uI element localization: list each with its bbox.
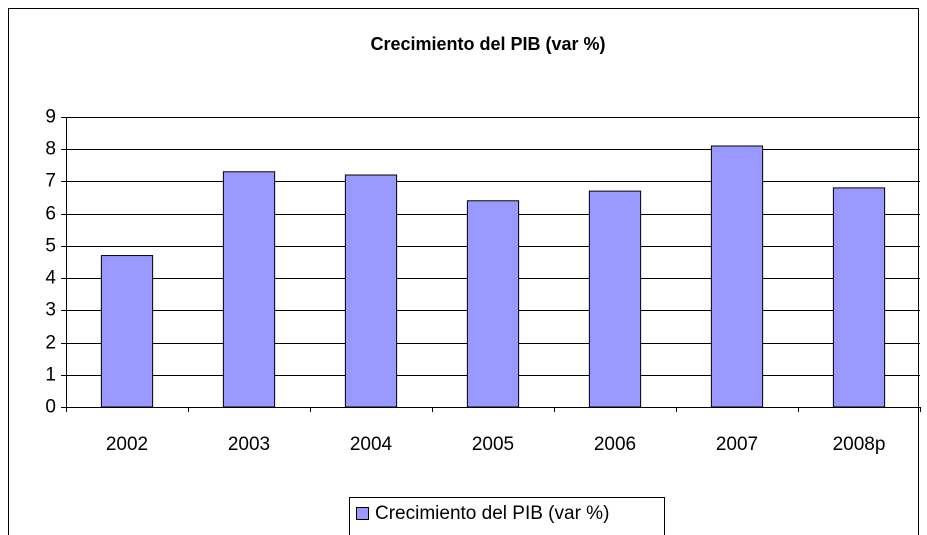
x-tick-label: 2004	[350, 434, 393, 455]
y-tick-label: 3	[45, 300, 56, 321]
bar	[588, 190, 642, 408]
legend-label: Crecimiento del PIB (var %)	[375, 503, 609, 524]
x-tick-label: 2008p	[833, 434, 886, 455]
y-tick-label: 2	[45, 333, 56, 354]
x-tick-label: 2002	[106, 434, 148, 455]
y-tick-label: 7	[45, 171, 56, 192]
y-tick-label: 4	[45, 268, 56, 289]
x-tick-label: 2005	[472, 434, 514, 455]
y-tick-label: 1	[45, 365, 56, 386]
legend-box	[349, 497, 665, 535]
y-tick-label: 5	[45, 236, 56, 257]
chart-title: Crecimiento del PIB (var %)	[370, 34, 605, 54]
y-tick-label: 9	[45, 107, 56, 128]
chart-border	[8, 8, 919, 535]
bar	[100, 255, 154, 408]
y-tick-label: 8	[45, 139, 56, 160]
y-tick-label: 0	[45, 397, 56, 418]
bar	[344, 174, 398, 408]
bar	[222, 171, 276, 408]
legend-swatch	[356, 507, 369, 520]
x-tick-label: 2006	[594, 434, 636, 455]
bar	[832, 187, 886, 408]
y-tick-label: 6	[45, 204, 56, 225]
x-tick-label: 2003	[228, 434, 270, 455]
bar	[710, 145, 764, 408]
x-tick-label: 2007	[716, 434, 758, 455]
bar	[466, 200, 520, 408]
